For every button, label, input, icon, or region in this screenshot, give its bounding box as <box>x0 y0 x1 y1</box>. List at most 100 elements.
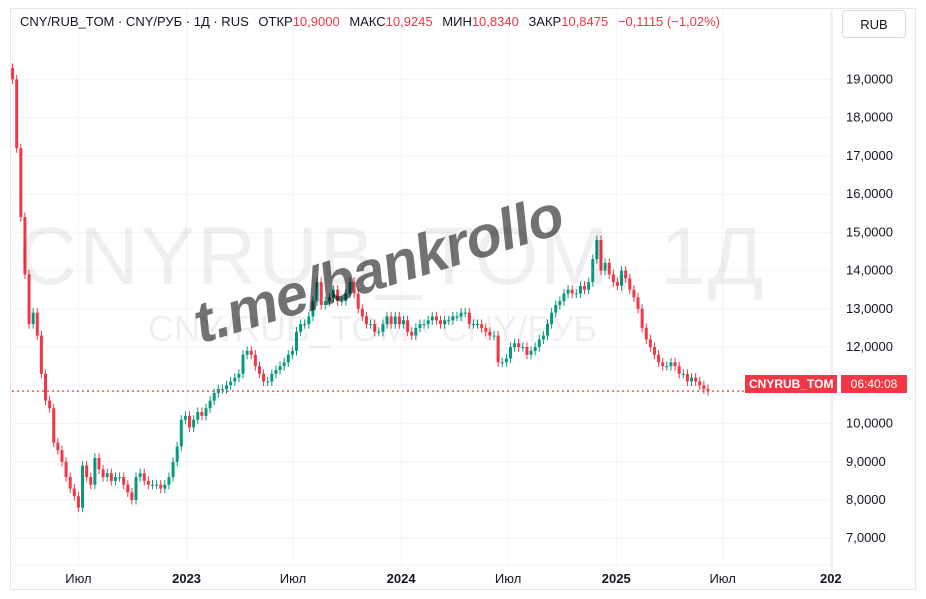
candle-body <box>397 316 401 325</box>
candle-body <box>278 366 282 370</box>
description-watermark: CNY/RUB_TOM · CNY/РУБ <box>148 308 598 349</box>
candle-body <box>628 278 632 290</box>
candle-body <box>245 350 249 355</box>
candle-body <box>118 477 122 479</box>
candle-body <box>570 289 574 294</box>
candle-body <box>385 316 389 325</box>
candle-body <box>430 316 434 321</box>
candle-body <box>35 312 39 336</box>
candle-body <box>480 324 484 328</box>
candle-body <box>15 79 19 149</box>
candle-body <box>451 316 455 321</box>
candle-body <box>434 316 438 321</box>
candle-body <box>249 350 253 355</box>
candle-body <box>414 327 418 336</box>
candle-body <box>323 301 327 305</box>
candle-body <box>443 320 447 325</box>
candle-body <box>237 373 241 378</box>
candle-body <box>525 347 529 355</box>
legend-high-label: МАКС <box>349 14 386 29</box>
candle-body <box>517 343 521 348</box>
candle-body <box>340 301 344 303</box>
y-tick-label: 14,0000 <box>846 263 893 278</box>
candle-body <box>303 324 307 326</box>
candle-body <box>574 293 578 295</box>
candle-body <box>607 262 611 275</box>
legend-symbol[interactable]: CNY/RUB_TOM · CNY/РУБ · 1Д · RUS <box>20 14 249 29</box>
symbol-watermark: CNYRUB_TOM, 1Д <box>18 211 766 302</box>
candle-body <box>286 354 290 363</box>
candle-body <box>113 477 117 481</box>
candle-body <box>422 324 426 326</box>
candle-body <box>673 362 677 367</box>
candle-body <box>52 408 56 443</box>
candle-body <box>126 484 130 493</box>
candle-body <box>698 381 702 386</box>
candle-body <box>167 477 171 485</box>
legend-low: 10,8340 <box>471 14 519 29</box>
candle-body <box>150 484 154 486</box>
candle-body <box>360 308 364 317</box>
candle-body <box>455 316 459 318</box>
candle-body <box>476 324 480 326</box>
candle-body <box>508 347 512 359</box>
candle-body <box>537 339 541 348</box>
candle-body <box>554 305 558 313</box>
candle-body <box>200 412 204 416</box>
candle-body <box>19 148 23 218</box>
candle-body <box>439 320 443 325</box>
candle-body <box>72 488 76 497</box>
legend-open-label: ОТКР <box>258 14 293 29</box>
candle-body <box>229 381 233 386</box>
candle-body <box>690 377 694 382</box>
candle-body <box>282 362 286 367</box>
y-tick-label: 12,0000 <box>846 339 893 354</box>
y-tick-label: 13,0000 <box>846 301 893 316</box>
candle-body <box>488 331 492 336</box>
candle-body <box>336 289 340 302</box>
candle-body <box>706 389 710 392</box>
candle-body <box>348 282 352 294</box>
candle-body <box>504 358 508 363</box>
candle-body <box>257 366 261 374</box>
y-tick-label: 9,0000 <box>846 454 886 469</box>
candle-body <box>393 316 397 325</box>
candle-body <box>171 461 175 478</box>
candle-body <box>109 473 113 481</box>
candle-body <box>685 373 689 382</box>
candle-body <box>665 366 669 368</box>
x-tick-label: 2024 <box>387 571 417 586</box>
candle-body <box>27 274 31 325</box>
y-tick-label: 8,0000 <box>846 492 886 507</box>
candle-body <box>463 312 467 314</box>
candle-body <box>220 389 224 391</box>
candle-body <box>270 373 274 382</box>
candle-body <box>175 446 179 462</box>
legend-change: −0,1115 (−1,02%) <box>617 14 721 29</box>
candle-body <box>155 484 159 486</box>
candle-body <box>188 415 192 428</box>
candle-body <box>652 347 656 355</box>
candle-body <box>134 477 138 500</box>
candle-body <box>23 217 27 275</box>
x-tick-label: 2025 <box>602 571 631 586</box>
x-tick-label: Июл <box>280 571 306 586</box>
x-tick-label: Июл <box>65 571 91 586</box>
candle-body <box>620 270 624 286</box>
candle-body <box>39 335 43 374</box>
y-tick-label: 10,0000 <box>846 416 893 431</box>
last-price-symbol-tag: CNYRUB_TOM <box>745 375 837 393</box>
candle-body <box>471 324 475 326</box>
candle-body <box>521 347 525 349</box>
candle-body <box>225 385 229 390</box>
legend-open: 10,9000 <box>292 14 340 29</box>
candle-body <box>558 301 562 305</box>
candle-body <box>274 370 278 374</box>
candle-body <box>426 320 430 325</box>
candle-body <box>603 262 607 271</box>
candle-body <box>369 324 373 326</box>
currency-button[interactable]: RUB <box>842 10 906 38</box>
candle-body <box>694 377 698 382</box>
candle-body <box>307 316 311 325</box>
candle-body <box>562 293 566 302</box>
